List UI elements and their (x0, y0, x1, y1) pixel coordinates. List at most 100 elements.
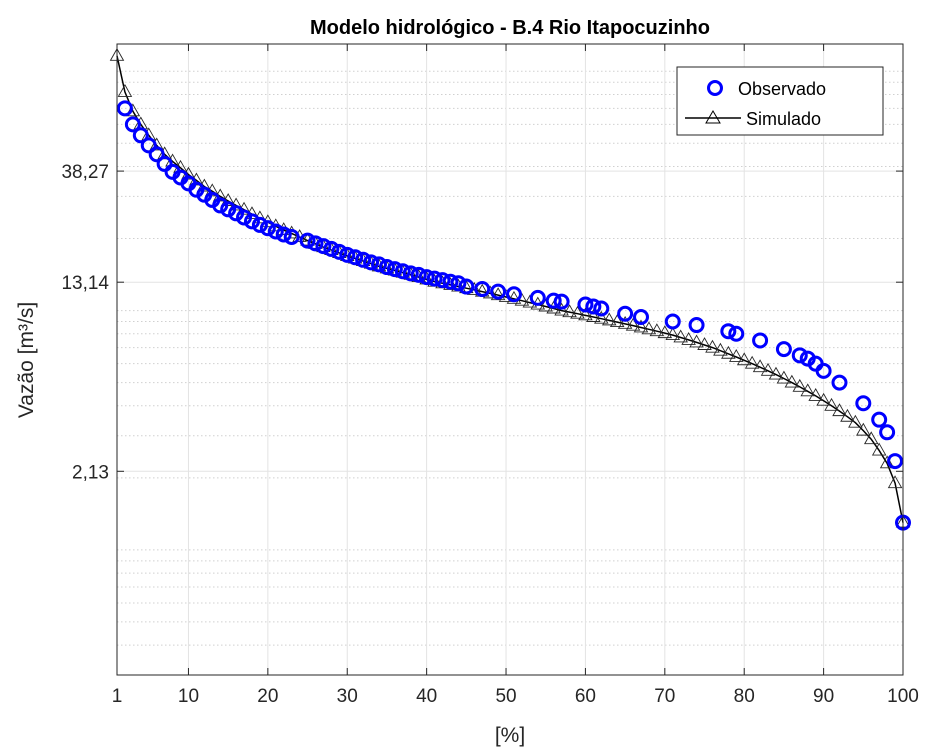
chart-title: Modelo hidrológico - B.4 Rio Itapocuzinh… (310, 17, 710, 39)
simulado-point (776, 370, 792, 384)
observado-point (315, 238, 332, 255)
simulado-point (657, 325, 673, 339)
observado-point (633, 309, 649, 326)
legend-simulado-marker (705, 110, 721, 124)
simulado-point (641, 321, 657, 335)
simulado-point (681, 332, 696, 345)
observado-point (545, 292, 562, 309)
plot-area-frame (116, 43, 904, 676)
x-tick-label: 10 (178, 686, 199, 707)
simulado-point (689, 334, 704, 348)
simulado-point (506, 290, 522, 304)
series-observado (116, 100, 911, 531)
observado-point (132, 127, 149, 144)
grid (116, 44, 904, 676)
x-axis-tick-labels: 1 10 20 30 40 50 60 70 80 90 100 (112, 686, 919, 707)
simulado-point (848, 414, 863, 428)
observado-point (879, 424, 896, 441)
observado-point (505, 286, 522, 303)
simulado-point (792, 378, 808, 392)
y-tick-label: 2,13 (72, 462, 109, 483)
observado-point (577, 296, 594, 313)
observado-point (371, 256, 387, 273)
observado-point (339, 246, 356, 263)
simulado-point (705, 339, 720, 353)
simulado-point (768, 366, 784, 380)
simulado-point (808, 387, 823, 401)
x-tick-label: 30 (337, 686, 358, 707)
plot-area-background (117, 44, 903, 675)
simulado-point (617, 315, 633, 329)
observado-point (752, 332, 769, 349)
simulado-point (117, 83, 133, 97)
simulado-point (721, 345, 736, 359)
simulado-point (824, 397, 839, 411)
x-tick-label: 20 (257, 686, 278, 707)
observado-point (593, 300, 610, 317)
simulado-point (570, 305, 585, 319)
observado-point (243, 213, 260, 230)
observado-point (236, 209, 253, 226)
simulado-point (816, 392, 831, 406)
observado-point (887, 453, 904, 470)
simulado-point (879, 455, 895, 469)
legend-observado-label: Observado (738, 79, 826, 99)
observado-point (450, 275, 467, 292)
simulado-point (665, 327, 681, 341)
simulado-point (729, 349, 744, 362)
x-tick-label: 50 (495, 686, 516, 707)
observado-point (116, 100, 133, 117)
observado-point (458, 278, 475, 295)
legend-box (676, 66, 884, 136)
observado-point (871, 411, 888, 428)
simulado-point (149, 137, 164, 151)
observado-point (410, 266, 427, 283)
simulado-point (125, 103, 141, 117)
observado-point (323, 240, 340, 257)
observado-point (148, 146, 165, 163)
observado-point (156, 155, 173, 172)
simulado-point (832, 403, 847, 417)
observado-point (474, 281, 491, 298)
simulado-point (744, 355, 760, 369)
observado-point (529, 289, 546, 306)
simulado-point (609, 314, 625, 328)
legend: Observado Simulado (676, 66, 884, 136)
simulado-point (784, 374, 800, 388)
observado-point (490, 283, 507, 300)
y-axis-tick-labels: 2,13 13,14 38,27 (61, 162, 109, 483)
observado-point (363, 254, 380, 271)
observado-point (426, 270, 443, 287)
observado-point (402, 265, 419, 282)
x-tick-label: 80 (734, 686, 755, 707)
simulado-point (601, 312, 617, 326)
simulado-point (554, 302, 569, 316)
observado-point (307, 235, 324, 252)
simulado-point (586, 309, 601, 322)
simulado-point (697, 337, 712, 350)
observado-point (728, 325, 745, 342)
observado-point (855, 395, 872, 412)
simulado-point (736, 352, 752, 366)
observado-point (251, 216, 268, 233)
y-tick-label: 38,27 (61, 162, 109, 183)
observado-point (347, 249, 364, 266)
y-tick-label: 13,14 (61, 273, 109, 294)
observado-point (664, 313, 681, 330)
y-axis-label: Vazão [m³/s] (15, 302, 38, 418)
observado-point (775, 341, 792, 358)
observado-point (124, 116, 141, 133)
axis-ticks (116, 44, 904, 675)
observado-point (434, 272, 451, 289)
simulado-point (856, 422, 871, 436)
observado-point (259, 220, 276, 237)
simulado-point (578, 307, 593, 321)
x-tick-label: 40 (416, 686, 437, 707)
observado-point (355, 251, 372, 268)
x-tick-label: 100 (887, 686, 919, 707)
observado-point (228, 205, 245, 222)
observado-point (585, 298, 602, 315)
x-axis-label: [%] (495, 724, 525, 747)
simulado-point (752, 359, 768, 373)
simulado-point (713, 342, 728, 356)
